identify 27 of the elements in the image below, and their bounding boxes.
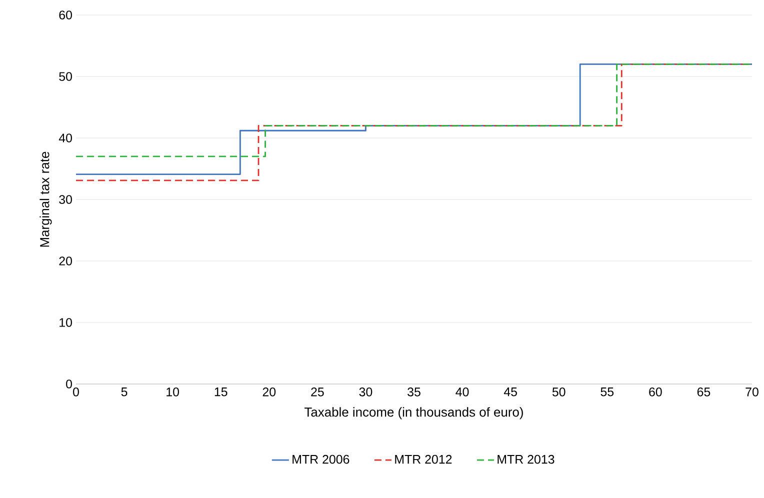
y-tick-label: 10 xyxy=(60,318,72,327)
y-tick-label: 60 xyxy=(59,10,72,20)
x-tick-label: 35 xyxy=(408,388,420,396)
legend-label: MTR 2013 xyxy=(498,454,554,464)
x-tick-label: 5 xyxy=(121,388,128,396)
y-tick-label: 40 xyxy=(58,134,72,142)
x-tick-label: 20 xyxy=(262,388,276,396)
x-tick-label: 30 xyxy=(359,388,372,396)
x-tick-label: 50 xyxy=(552,388,566,396)
x-tick-label: 0 xyxy=(73,388,79,396)
x-tick-label: 10 xyxy=(166,388,180,396)
x-tick-label: 15 xyxy=(214,388,228,396)
legend-label: MTR 2012 xyxy=(395,454,452,464)
y-tick-label: 30 xyxy=(59,195,72,204)
x-tick-label: 60 xyxy=(649,388,662,396)
x-tick-label: 40 xyxy=(456,388,469,396)
x-tick-label: 65 xyxy=(697,388,710,396)
x-tick-label: 45 xyxy=(504,388,517,396)
y-axis-title: Marginal tax rate xyxy=(40,152,52,247)
x-tick-label: 70 xyxy=(746,388,758,396)
x-axis-title: Taxable income (in thousands of euro) xyxy=(304,407,523,420)
x-tick-label: 25 xyxy=(311,388,324,396)
legend-label: MTR 2006 xyxy=(292,454,350,464)
y-tick-label: 20 xyxy=(59,256,72,266)
x-tick-label: 55 xyxy=(600,388,614,396)
y-tick-label: 0 xyxy=(66,380,72,388)
y-tick-label: 50 xyxy=(59,72,72,81)
